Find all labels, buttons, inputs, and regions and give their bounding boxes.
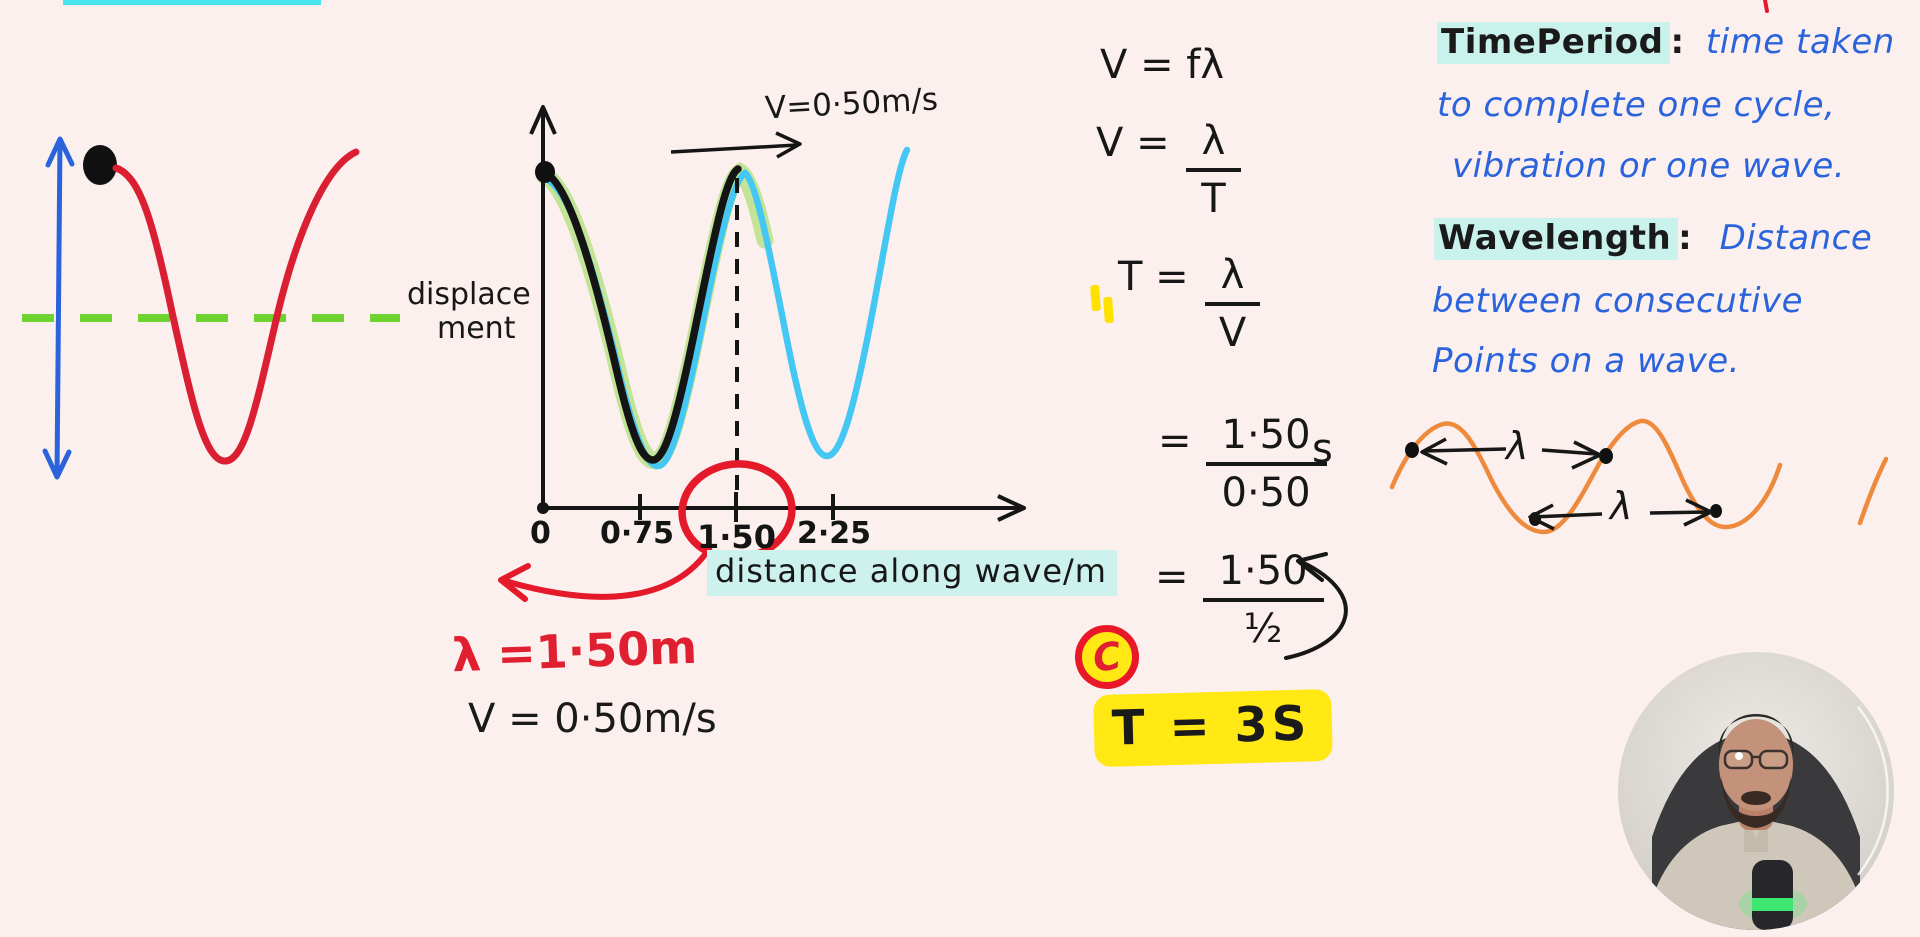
eq2-lhs: V = bbox=[1096, 120, 1170, 166]
equation-v-flambda: V = fλ bbox=[1100, 42, 1225, 88]
y-axis-label-line1: displace bbox=[407, 277, 531, 312]
microphone bbox=[1752, 860, 1793, 930]
lambda-arrow-bottom-right bbox=[1649, 510, 1709, 515]
person-beard bbox=[1721, 776, 1791, 828]
wavelength-term: Wavelength bbox=[1434, 218, 1679, 260]
wavelength-text-1: Distance bbox=[1719, 218, 1873, 258]
yellow-tick-mark-1 bbox=[1090, 284, 1101, 312]
wavelength-colon: : bbox=[1678, 218, 1693, 258]
eq2-fraction: λ T bbox=[1185, 118, 1242, 222]
wavelength-text-3: Points on a wave. bbox=[1432, 341, 1740, 381]
amplitude-arrowhead-down bbox=[42, 448, 72, 480]
lambda-arrow-top-left bbox=[1423, 447, 1507, 453]
eq5-numerator: 1·50 bbox=[1202, 548, 1324, 602]
time-period-colon: : bbox=[1670, 22, 1685, 62]
wave-point-dot-2 bbox=[1599, 448, 1613, 464]
red-curved-arrowhead bbox=[498, 563, 531, 602]
person-face bbox=[1719, 719, 1793, 811]
wave-point-dot-4 bbox=[1710, 504, 1722, 518]
webcam-rim-highlight bbox=[1857, 706, 1889, 876]
topleft-highlight-strip bbox=[63, 0, 321, 5]
wave-point-dot-1 bbox=[1405, 442, 1419, 458]
time-period-text-3: vibration or one wave. bbox=[1452, 146, 1846, 186]
lambda-arrowhead-top-left bbox=[1420, 437, 1448, 466]
left-wave-diagram bbox=[22, 136, 400, 480]
orange-wave-curve-right bbox=[1857, 456, 1889, 526]
final-answer: T = 3S bbox=[1093, 688, 1334, 768]
eq3-denominator: V bbox=[1218, 310, 1247, 356]
eq3-numerator: λ bbox=[1204, 252, 1261, 306]
lambda-arrowhead-top-right bbox=[1571, 440, 1602, 470]
origin-dot bbox=[537, 502, 549, 514]
eq4-sign: = bbox=[1158, 418, 1192, 464]
lambda-arrow-bottom-left bbox=[1531, 512, 1603, 519]
time-period-heading: TimePeriod: time taken bbox=[1437, 22, 1895, 64]
y-axis-label-line2: ment bbox=[437, 311, 516, 346]
x-axis-label: distance along wave/m bbox=[707, 550, 1117, 596]
lambda-symbol-top: λ bbox=[1506, 424, 1529, 468]
shirt-collar bbox=[1744, 814, 1768, 852]
equation-t-lambda-over-v: T = λ V bbox=[1118, 252, 1261, 356]
yellow-tick-mark-2 bbox=[1103, 296, 1114, 324]
velocity-value-note: V = 0·50m/s bbox=[468, 696, 717, 742]
eq2-denominator: T bbox=[1201, 176, 1226, 222]
time-period-text-1: time taken bbox=[1705, 22, 1895, 62]
x-tick-075: 0·75 bbox=[600, 516, 675, 551]
lambda-arrowhead-bottom-left bbox=[1528, 503, 1555, 531]
eq5-fraction: 1·50 ½ bbox=[1202, 548, 1324, 652]
equation-v-lambda-over-t: V = λ T bbox=[1096, 118, 1242, 222]
orange-wave-curve bbox=[1389, 418, 1783, 535]
eq4-fraction: 1·50 0·50 bbox=[1205, 412, 1327, 516]
x-tick-0: 0 bbox=[530, 516, 551, 551]
velocity-arrowhead bbox=[775, 131, 802, 159]
eq5-sign: = bbox=[1155, 554, 1189, 600]
eq4-denominator: 0·50 bbox=[1221, 470, 1311, 516]
x-tick-150: 1·50 bbox=[697, 518, 776, 556]
crest-dot bbox=[535, 161, 555, 183]
lambda-arrow-top-right bbox=[1541, 448, 1598, 456]
green-glow-trace bbox=[536, 161, 774, 470]
displacement-graph bbox=[498, 105, 1026, 602]
eq3-fraction: λ V bbox=[1204, 252, 1261, 356]
final-answer-text: T = 3S bbox=[1111, 695, 1312, 757]
time-period-term: TimePeriod bbox=[1437, 22, 1671, 64]
equation-half-speed: = 1·50 ½ bbox=[1155, 548, 1324, 652]
eq4-numerator: 1·50 bbox=[1205, 412, 1327, 466]
wavelength-text-2: between consecutive bbox=[1432, 281, 1804, 321]
amplitude-arrowhead-up bbox=[45, 136, 75, 168]
topright-red-mark bbox=[1763, 0, 1769, 13]
eq3-lhs: T = bbox=[1118, 254, 1189, 300]
person-mustache bbox=[1741, 791, 1771, 805]
y-axis-label: displace ment bbox=[407, 278, 537, 346]
equation-substitution: = 1·50 0·50 bbox=[1158, 412, 1327, 516]
glasses-right-lens bbox=[1758, 749, 1789, 770]
answer-option-label: C bbox=[1090, 633, 1124, 681]
amplitude-arrow bbox=[54, 137, 63, 479]
lambda-value-note: λ =1·50m bbox=[451, 619, 698, 683]
x-axis-arrowhead bbox=[997, 494, 1026, 522]
webcam-overlay bbox=[1618, 652, 1894, 930]
particle-dot bbox=[83, 145, 117, 185]
y-axis-arrowhead bbox=[529, 105, 557, 135]
lambda-arrowhead-bottom-right bbox=[1683, 498, 1713, 527]
red-curved-arrow bbox=[502, 546, 712, 600]
eq5-denominator: ½ bbox=[1243, 606, 1283, 652]
glasses-glint bbox=[1735, 752, 1743, 760]
eq4-unit: s bbox=[1312, 426, 1333, 472]
microphone-led-band bbox=[1752, 898, 1793, 911]
x-tick-225: 2·25 bbox=[797, 516, 872, 551]
velocity-arrow bbox=[670, 143, 798, 154]
black-wave-curve bbox=[541, 165, 742, 464]
red-wave-curve bbox=[112, 148, 360, 465]
wavelength-diagram bbox=[1389, 418, 1889, 535]
wavelength-heading: Wavelength: Distance bbox=[1434, 218, 1873, 260]
substitution-arrow bbox=[1284, 552, 1348, 660]
webcam-video bbox=[1618, 652, 1894, 930]
time-period-text-2: to complete one cycle, bbox=[1437, 85, 1836, 125]
lambda-symbol-bottom: λ bbox=[1610, 484, 1633, 528]
eq2-numerator: λ bbox=[1185, 118, 1242, 172]
